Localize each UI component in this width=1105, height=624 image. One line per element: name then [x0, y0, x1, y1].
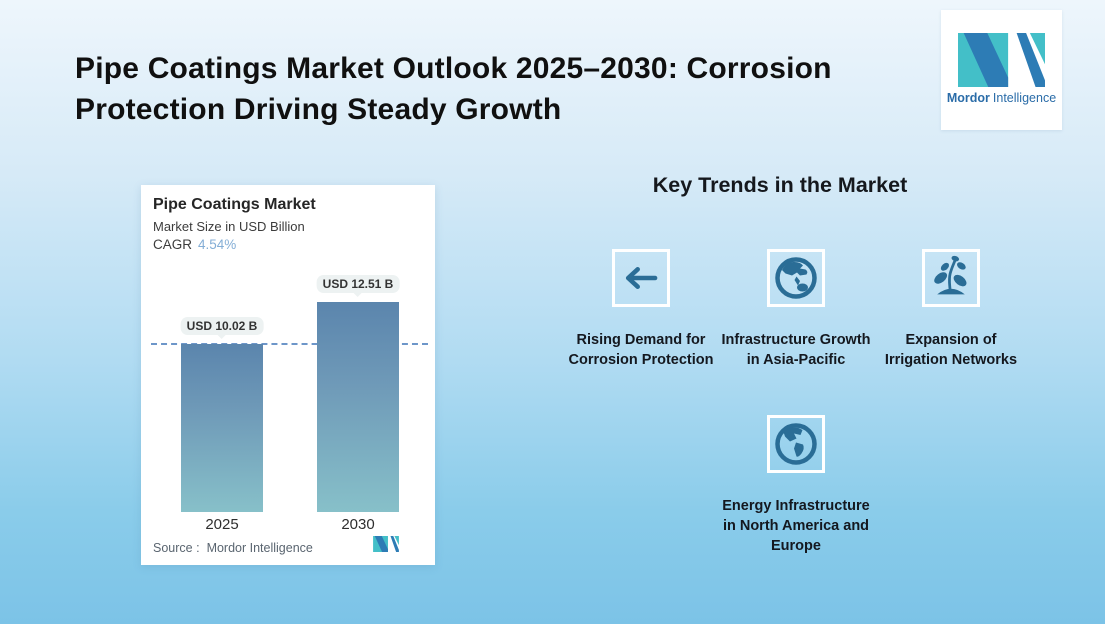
page-title-line2: Protection Driving Steady Growth: [75, 93, 562, 126]
baseline-dashed-line: [151, 343, 428, 345]
trend-item-irrigation: Expansion of Irrigation Networks: [876, 249, 1026, 370]
x-axis-label-2030: 2030: [341, 516, 375, 533]
source-value: Mordor Intelligence: [206, 541, 313, 555]
mordor-intelligence-logo: Mordor Intelligence: [941, 10, 1062, 130]
trend-item-energy: Energy Infrastructure in North America a…: [720, 415, 872, 556]
logo-wordmark: Mordor Intelligence: [947, 91, 1056, 105]
chart-card-header: Pipe Coatings Market Market Size in USD …: [153, 196, 316, 252]
bar-value-label-2030: USD 12.51 B: [316, 275, 400, 297]
source-label: Source :: [153, 541, 200, 555]
trend-item-corrosion: Rising Demand for Corrosion Protection: [566, 249, 716, 370]
trend-label-corrosion: Rising Demand for Corrosion Protection: [568, 332, 714, 368]
trend-icon-box-4: [767, 415, 825, 473]
chart-source: Source : Mordor Intelligence: [153, 541, 313, 555]
chart-title: Pipe Coatings Market: [153, 196, 316, 213]
market-chart-card: USD 10.02 B USD 12.51 B Pipe Coatings Ma…: [141, 185, 435, 565]
mordor-logo-mini-icon: [373, 536, 399, 552]
trend-icon-box-2: [767, 249, 825, 307]
chart-cagr: CAGR 4.54%: [153, 237, 316, 252]
bar-2025: [181, 344, 263, 512]
logo-word-mordor: Mordor: [946, 91, 990, 105]
chart-subtitle: Market Size in USD Billion: [153, 219, 305, 234]
logo-word-intelligence: Intelligence: [992, 91, 1057, 105]
globe-americas-icon: [775, 423, 817, 465]
trend-label-irrigation: Expansion of Irrigation Networks: [884, 332, 1018, 368]
trend-label-energy: Energy Infrastructure in North America a…: [722, 498, 870, 554]
globe-asia-icon: [775, 257, 817, 299]
mordor-logo-mini: [373, 536, 399, 557]
bar-value-label-2025: USD 10.02 B: [180, 317, 264, 339]
plant-growth-icon: [934, 255, 967, 295]
arrow-left-icon: [625, 267, 658, 289]
bar-chart-plot: USD 10.02 B USD 12.51 B: [141, 185, 435, 512]
bar-2030: [317, 302, 399, 512]
cagr-value: 4.54%: [198, 237, 237, 252]
trend-item-asia-pacific: Infrastructure Growth in Asia-Pacific: [721, 249, 871, 370]
page-title-line1: Pipe Coatings Market Outlook 2025–2030: …: [75, 52, 832, 85]
x-axis-label-2025: 2025: [205, 516, 239, 533]
page-title: Pipe Coatings Market Outlook 2025–2030: …: [75, 48, 925, 130]
key-trends-heading: Key Trends in the Market: [652, 173, 908, 197]
cagr-label: CAGR: [153, 237, 193, 252]
trend-label-asia-pacific: Infrastructure Growth in Asia-Pacific: [721, 332, 871, 368]
mordor-logo-icon: [958, 33, 1045, 87]
trend-icon-box-3: [922, 249, 980, 307]
trend-icon-box-1: [612, 249, 670, 307]
